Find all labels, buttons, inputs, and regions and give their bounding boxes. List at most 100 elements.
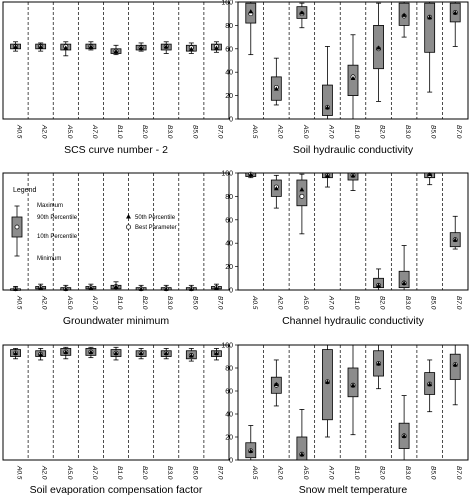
- median-marker: [376, 361, 381, 366]
- x-tick-label: B7.0: [216, 296, 223, 310]
- legend-label: Maximum: [37, 203, 63, 209]
- chart-title: Snow melt temperature: [299, 484, 408, 496]
- median-marker: [401, 433, 407, 438]
- x-tick-label: A7.0: [91, 124, 98, 139]
- y-tick-label: 60: [225, 389, 233, 396]
- box-B2.0: [135, 42, 147, 52]
- x-tick-label: A2.0: [41, 124, 48, 139]
- x-tick-label: A7.0: [327, 295, 334, 310]
- x-tick-label: B2.0: [379, 296, 386, 310]
- x-tick-label: B7.0: [455, 466, 462, 480]
- box-A7.0: [322, 172, 333, 188]
- box-B5.0: [185, 348, 197, 362]
- x-tick-label: B2.0: [141, 466, 148, 480]
- box-A2.0: [270, 57, 282, 106]
- percentile-box: [347, 367, 359, 398]
- x-tick-label: B1.0: [116, 296, 123, 310]
- box-B3.0: [160, 284, 172, 292]
- x-tick-label: A5.0: [66, 124, 73, 139]
- x-tick-label: A7.0: [327, 465, 334, 480]
- median-marker: [350, 173, 356, 178]
- x-tick-label: A0.5: [251, 124, 258, 139]
- percentile-box: [424, 2, 436, 53]
- median-marker: [273, 86, 279, 91]
- x-tick-label: A5.0: [302, 124, 309, 139]
- plot-area: [2, 344, 230, 461]
- box-B3.0: [160, 41, 172, 54]
- box-A0.5: [10, 41, 21, 52]
- chart-title: SCS curve number - 2: [64, 144, 168, 156]
- box-B5.0: [424, 359, 436, 413]
- median-marker: [325, 173, 330, 178]
- legend-label: 10th Percentile: [37, 234, 78, 240]
- median-marker: [13, 286, 18, 291]
- percentile-box: [296, 179, 308, 207]
- box-A0.5: [245, 171, 257, 179]
- median-marker: [188, 353, 194, 358]
- x-tick-label: B7.0: [216, 466, 223, 480]
- percentile-box: [347, 64, 359, 97]
- box-B1.0: [347, 34, 359, 120]
- median-marker: [88, 285, 94, 290]
- median-marker: [273, 381, 279, 387]
- box-B3.0: [160, 348, 172, 360]
- box-B5.0: [424, 171, 436, 186]
- median-marker: [248, 171, 254, 177]
- box-B5.0: [185, 284, 197, 292]
- box-A5.0: [296, 408, 308, 461]
- x-tick-label: A0.5: [16, 465, 23, 480]
- median-marker: [163, 286, 169, 291]
- chart-panel-5: A0.5 A2.0 A5.0 A7.0 B1.0 B2.0 B3.0 B5.0 B7.0 Soil…: [2, 344, 230, 496]
- percentile-box: [398, 270, 410, 289]
- legend-label: 90th Percentile: [37, 215, 78, 221]
- y-tick-label: 0: [229, 117, 233, 124]
- x-tick-label: B1.0: [353, 466, 360, 480]
- box-A7.0: [322, 46, 333, 120]
- y-tick-label: 20: [225, 435, 233, 442]
- median-marker: [88, 44, 94, 49]
- median-marker: [138, 286, 144, 291]
- box-A5.0: [60, 346, 72, 360]
- box-A7.0: [85, 283, 97, 291]
- median-marker: [113, 48, 119, 54]
- x-tick-label: B2.0: [379, 466, 386, 480]
- median-marker: [214, 285, 219, 290]
- median-marker: [188, 46, 194, 51]
- percentile-box: [296, 436, 308, 461]
- y-tick-label: 40: [225, 412, 233, 419]
- legend: Legend Maximum 90th Percentile 10th Percent…: [11, 187, 177, 262]
- legend-title: Legend: [13, 187, 36, 194]
- x-tick-label: B5.0: [430, 125, 437, 139]
- median-marker: [13, 44, 18, 49]
- median-marker: [299, 10, 305, 15]
- median-marker: [248, 9, 254, 14]
- median-marker: [38, 44, 44, 49]
- median-marker: [427, 171, 433, 177]
- chart-title: Groundwater minimum: [63, 315, 169, 327]
- median-marker: [452, 237, 458, 242]
- x-tick-label: B3.0: [166, 466, 173, 480]
- box-B1.0: [110, 346, 122, 361]
- median-marker: [401, 280, 407, 285]
- x-tick-label: B2.0: [379, 125, 386, 139]
- chart-panel-1: A0.5 A2.0 A5.0 A7.0 B1.0 B2.0 B3.0 B5.0 B7.0 SCS …: [2, 1, 230, 156]
- x-tick-label: A2.0: [276, 124, 283, 139]
- y-tick-label: 20: [225, 264, 233, 271]
- x-tick-label: B5.0: [191, 296, 198, 310]
- chart-panel-6: 0 20 40 60 80 100 A0.5 A2.0 A5.0 A7.0 B1.0 B2.0 B3.0…: [221, 343, 469, 496]
- median-marker: [248, 448, 254, 453]
- box-A7.0: [85, 346, 97, 359]
- box-B2.0: [135, 348, 147, 360]
- box-B5.0: [185, 42, 197, 54]
- box-B3.0: [398, 395, 410, 461]
- median-marker: [452, 362, 458, 367]
- box-B7.0: [449, 344, 461, 406]
- median-marker: [138, 350, 144, 356]
- box-B7.0: [449, 215, 461, 250]
- box-B1.0: [110, 44, 122, 56]
- x-tick-label: B7.0: [216, 125, 223, 139]
- percentile-box: [322, 84, 333, 116]
- x-tick-label: B1.0: [353, 125, 360, 139]
- median-marker: [163, 44, 169, 49]
